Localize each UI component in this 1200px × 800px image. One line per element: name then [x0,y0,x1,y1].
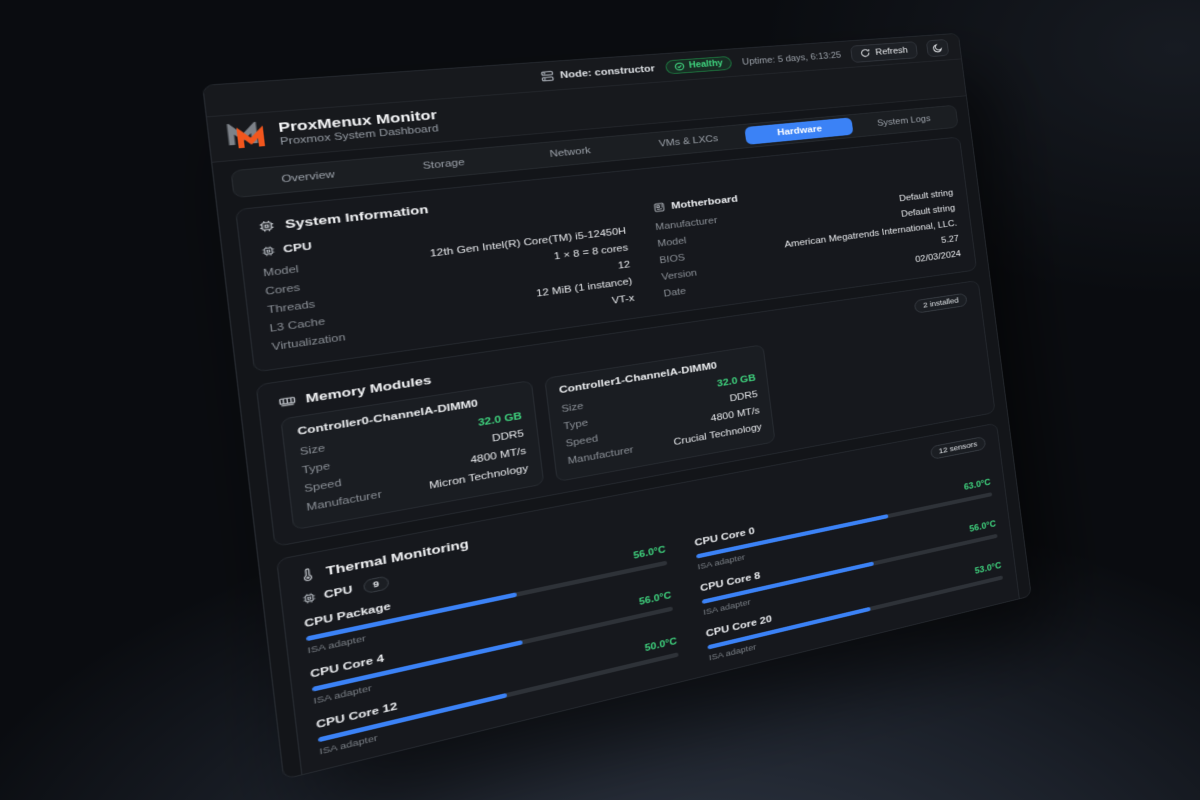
row-value: 5.27 [940,234,960,246]
row-value: DDR5 [729,389,759,405]
health-label: Healthy [688,58,724,71]
motherboard-icon [652,202,666,214]
row-label: Model [656,235,687,250]
row-label: Date [663,286,687,300]
installed-count-badge: 2 installed [913,292,968,314]
sensor-temp: 50.0°C [644,636,678,655]
sensor-temp: 56.0°C [968,519,997,535]
thermometer-icon [298,566,317,583]
row-value: VT-x [611,293,635,307]
row-label: Version [661,268,698,283]
thermal-cpu-label: CPU [323,584,354,602]
refresh-icon [860,48,870,57]
server-icon [540,70,555,82]
cpu-chip-icon [260,244,277,258]
row-value: 12 [617,259,631,272]
proxmenux-logo [225,121,269,152]
sensor-temp: 56.0°C [638,590,672,608]
memory-icon [278,393,297,410]
sensor-temp: 53.0°C [974,560,1002,577]
sensor-temp: 56.0°C [632,544,667,562]
tab-hardware[interactable]: Hardware [744,117,854,146]
content-area: System Information CPU Model 12th Gen Int… [218,133,1032,780]
row-label: BIOS [658,252,686,267]
chip-icon [257,219,276,235]
refresh-label: Refresh [874,45,909,57]
node-label: Node: constructor [559,63,656,81]
tab-network[interactable]: Network [549,145,592,160]
tab-vms-lxcs[interactable]: VMs & LXCs [658,133,719,150]
motherboard-title: Motherboard [670,193,739,212]
health-badge: Healthy [665,55,733,75]
cpu-sensor-count-badge: 9 [363,575,390,595]
row-label: Cores [264,282,301,298]
tab-storage[interactable]: Storage [422,157,466,172]
row-value: DDR5 [491,428,525,445]
uptime-label: Uptime: 5 days, 6:13:25 [741,50,842,67]
row-label: Model [262,264,300,280]
memory-grid-spacer [775,313,981,440]
cpu-title: CPU [282,241,313,256]
tab-overview[interactable]: Overview [280,169,336,186]
app-title-block: ProxMenux Monitor Proxmox System Dashboa… [278,108,440,148]
row-label: Type [301,460,331,477]
node-indicator: Node: constructor [540,63,655,82]
motherboard-column: Motherboard Manufacturer Default string M… [652,167,962,303]
theme-toggle-button[interactable] [925,38,950,57]
row-label: Size [560,401,585,416]
sensors-count-badge: 12 sensors [929,436,987,461]
cpu-chip-icon [301,591,318,606]
refresh-button[interactable]: Refresh [850,40,919,63]
tab-system-logs[interactable]: System Logs [876,114,932,129]
thermal-monitoring-card: Thermal Monitoring 12 sensors CPU 9 CPU … [275,422,1026,780]
sensor-temp: 63.0°C [963,477,992,493]
sensor-name: CPU Core 12 [315,701,399,732]
row-value: 02/03/2024 [914,249,962,265]
dashboard-window: Node: constructor Healthy Uptime: 5 days… [202,32,1032,780]
row-label: Size [299,443,326,459]
row-label: Type [562,417,589,433]
check-circle-icon [674,62,686,72]
thermal-header: Thermal Monitoring 12 sensors [298,436,987,584]
moon-icon [932,43,943,53]
